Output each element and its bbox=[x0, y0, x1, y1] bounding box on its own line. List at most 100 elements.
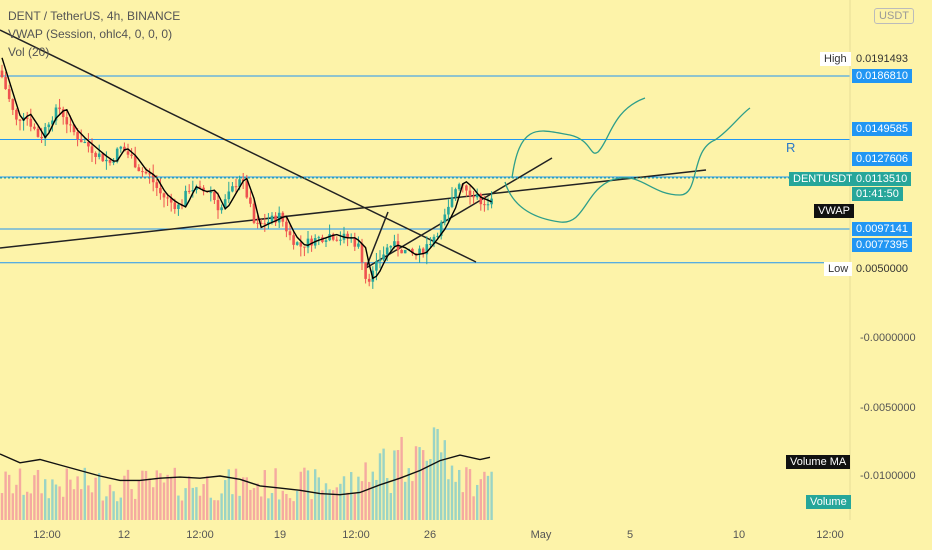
high-price-label: 0.0191493 bbox=[856, 53, 908, 65]
volume-bar bbox=[180, 500, 184, 520]
volume-bar bbox=[148, 478, 151, 520]
candle-body bbox=[54, 107, 58, 121]
volume-bar bbox=[335, 487, 338, 520]
candle-body bbox=[267, 221, 270, 225]
candle-body bbox=[324, 240, 328, 242]
horizontal-level-lines bbox=[0, 75, 850, 264]
volume-bar bbox=[364, 462, 367, 520]
axis-label-2: -0.0050000 bbox=[860, 402, 916, 414]
candle-body bbox=[306, 238, 310, 248]
candle-body bbox=[299, 242, 303, 247]
volume-bar bbox=[26, 491, 29, 520]
candle-body bbox=[148, 173, 151, 175]
candle-body bbox=[4, 77, 7, 90]
candle-body bbox=[166, 197, 169, 199]
candle-body bbox=[101, 153, 105, 162]
candle-body bbox=[245, 180, 249, 198]
volume-bar bbox=[44, 479, 47, 520]
candle-body bbox=[105, 159, 108, 162]
volume-bar bbox=[98, 473, 101, 520]
volume-bar bbox=[188, 476, 191, 520]
volume-bar bbox=[454, 481, 457, 520]
vwap-indicator-title[interactable]: VWAP (Session, ohlc4, 0, 0, 0) bbox=[8, 27, 173, 41]
volume-bar bbox=[353, 493, 356, 520]
low-label-tag: Low bbox=[824, 262, 853, 276]
candle-body bbox=[51, 120, 54, 125]
candle-body bbox=[61, 109, 65, 118]
candle-body bbox=[137, 167, 141, 172]
volume-bar bbox=[288, 498, 292, 520]
candle-body bbox=[141, 171, 144, 173]
axis-label-3: -0.0100000 bbox=[860, 470, 916, 482]
candle-body bbox=[69, 124, 72, 126]
trendlines bbox=[0, 29, 707, 269]
volume-bar bbox=[267, 498, 270, 520]
candle-body bbox=[335, 239, 339, 241]
candle-body bbox=[202, 187, 205, 192]
candle-body bbox=[303, 246, 306, 248]
volume-bar bbox=[296, 490, 299, 520]
volume-bar bbox=[440, 452, 443, 520]
volume-bar bbox=[54, 484, 58, 520]
candle-body bbox=[331, 234, 335, 240]
candle-body bbox=[382, 254, 385, 260]
volume-bar bbox=[393, 450, 396, 520]
volume-bar bbox=[22, 494, 25, 520]
volume-tag: Volume bbox=[806, 495, 851, 509]
volume-bar bbox=[8, 474, 11, 520]
volume-bar bbox=[155, 470, 158, 520]
volume-bar bbox=[292, 501, 295, 520]
volume-bar bbox=[116, 501, 119, 520]
volume-bar bbox=[314, 469, 317, 520]
candle-body bbox=[249, 197, 252, 204]
candle-body bbox=[468, 190, 472, 197]
candle-body bbox=[425, 244, 429, 255]
volume-bar bbox=[429, 458, 432, 520]
candle-body bbox=[119, 146, 123, 149]
candle-body bbox=[418, 248, 421, 254]
volume-bar bbox=[80, 489, 83, 520]
volume-bar bbox=[234, 468, 238, 520]
candle-body bbox=[191, 190, 195, 192]
candle-body bbox=[36, 128, 40, 137]
candle-body bbox=[155, 182, 159, 188]
volume-bar bbox=[216, 500, 220, 520]
candle-body bbox=[241, 179, 245, 181]
candle-body bbox=[259, 222, 263, 224]
candle-body bbox=[389, 246, 393, 248]
candle-body bbox=[216, 199, 220, 211]
volume-indicator-title[interactable]: Vol (20) bbox=[8, 45, 50, 59]
volume-bar bbox=[123, 475, 126, 520]
candle-body bbox=[97, 153, 101, 157]
candle-body bbox=[238, 179, 241, 187]
volume-bar bbox=[407, 468, 410, 520]
volume-bar bbox=[65, 468, 68, 520]
volume-bar bbox=[206, 476, 209, 520]
candle-body bbox=[310, 238, 313, 246]
candle-body bbox=[439, 222, 443, 236]
volume-bar bbox=[119, 497, 122, 520]
volume-bar bbox=[256, 483, 259, 520]
volume-bar bbox=[371, 471, 374, 520]
candle-body bbox=[432, 236, 436, 244]
volume-bar bbox=[152, 487, 155, 520]
volume-bar bbox=[72, 489, 76, 520]
volume-bar bbox=[4, 471, 7, 520]
candle-body bbox=[144, 171, 148, 174]
currency-button[interactable]: USDT bbox=[874, 8, 914, 24]
candle-body bbox=[288, 231, 292, 236]
volume-bar bbox=[368, 481, 371, 520]
volume-bar bbox=[159, 473, 162, 520]
volume-bar bbox=[396, 450, 400, 520]
candle-body bbox=[213, 192, 216, 200]
candle-body bbox=[83, 142, 87, 144]
volume-bar bbox=[170, 476, 173, 520]
symbol-title: DENT / TetherUS, 4h, BINANCE bbox=[8, 9, 181, 23]
x-tick: 12:00 bbox=[342, 529, 370, 541]
candle-body bbox=[375, 261, 378, 271]
volume-bar bbox=[198, 495, 202, 520]
level-label-3: 0.0127606 bbox=[852, 152, 912, 166]
volume-bar bbox=[386, 478, 389, 520]
candle-body bbox=[400, 249, 403, 254]
